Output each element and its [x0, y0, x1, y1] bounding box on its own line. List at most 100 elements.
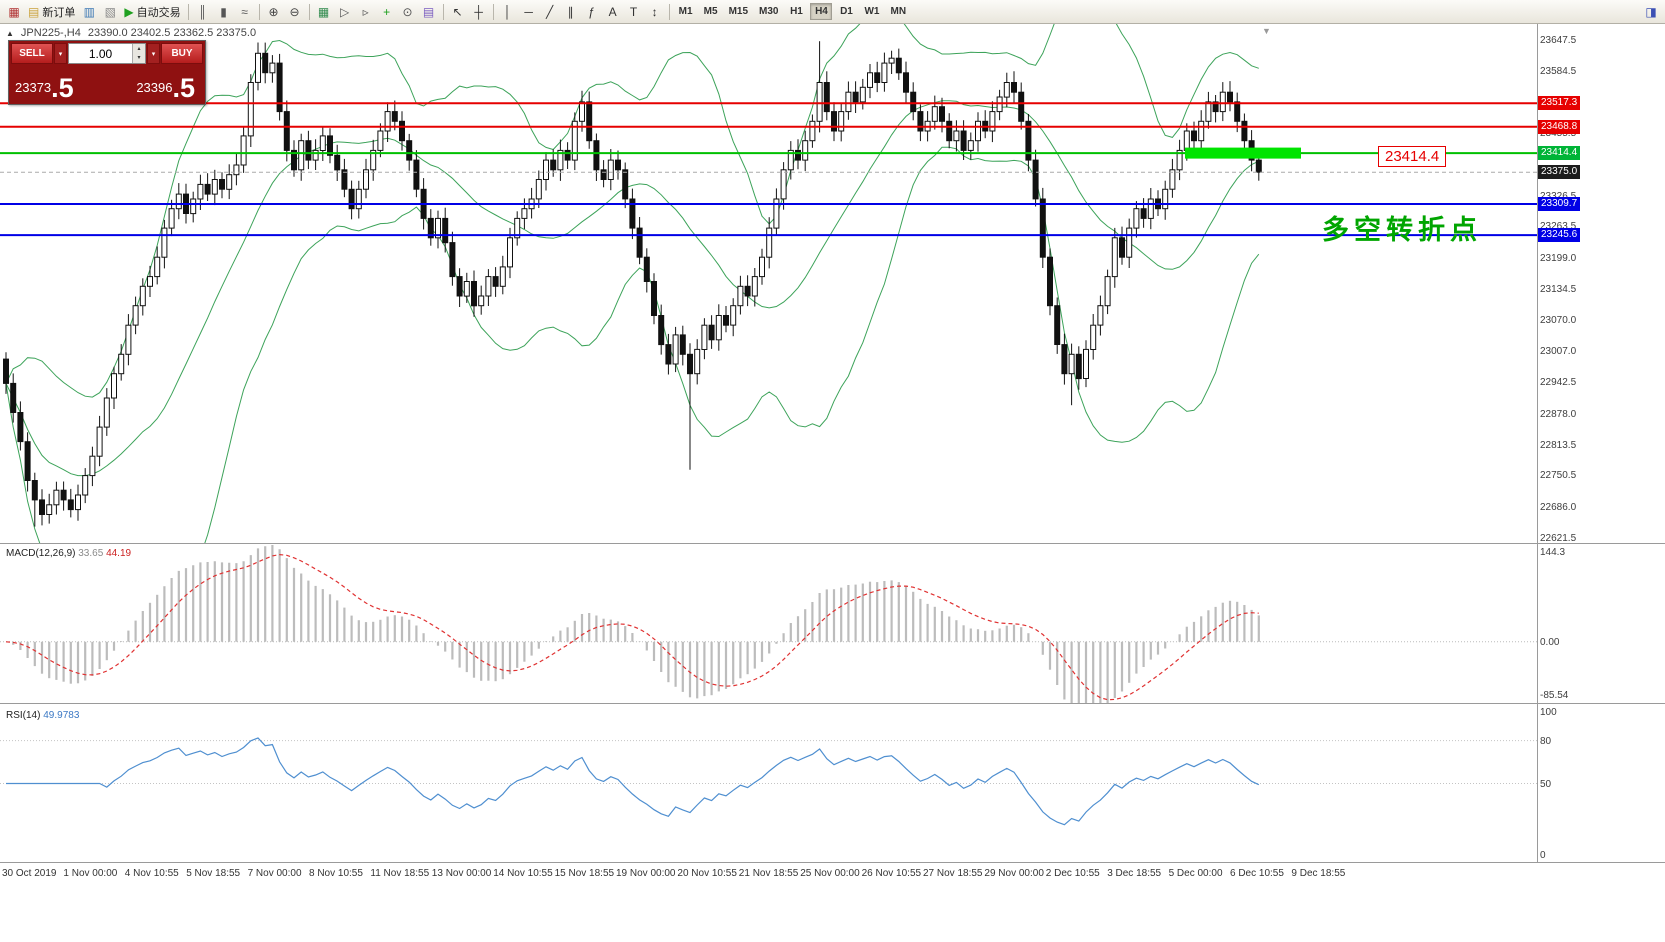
buy-button[interactable]: BUY: [161, 43, 203, 64]
crosshair-button[interactable]: ┼: [469, 2, 489, 22]
timeframe-w1-button[interactable]: W1: [860, 3, 883, 20]
label-icon: T: [629, 4, 638, 19]
time-axis-label: 3 Dec 18:55: [1107, 868, 1162, 879]
sell-price-main: 23373: [15, 80, 52, 95]
chart-window-icon: ▥: [83, 4, 96, 19]
timeframe-h1-button[interactable]: H1: [785, 3, 807, 20]
indicators-icon: +: [383, 4, 391, 19]
tile-windows-button[interactable]: ▦: [314, 2, 334, 22]
time-axis-label: 15 Nov 18:55: [554, 868, 615, 879]
cursor-button[interactable]: ↖: [448, 2, 468, 22]
time-axis-label: 14 Nov 10:55: [493, 868, 553, 879]
symbol-name: JPN225-,H4: [20, 27, 81, 39]
symbol-marker-icon: ▲: [6, 28, 14, 38]
buy-options-button[interactable]: ▾: [147, 43, 160, 64]
volume-spinner: ▴ ▾: [132, 44, 145, 63]
autotrading-icon: ▶: [124, 4, 134, 19]
time-axis-label: 25 Nov 00:00: [800, 868, 860, 879]
arrows-button[interactable]: ↕: [645, 2, 665, 22]
macd-value-signal: 44.19: [106, 548, 132, 559]
rsi-value: 49.9783: [43, 710, 80, 721]
line-chart-icon: ≈: [241, 4, 248, 19]
templates-icon: ▤: [422, 4, 435, 19]
horizontal-line-button[interactable]: ─: [519, 2, 539, 22]
text-button[interactable]: A: [603, 2, 623, 22]
highlight-band[interactable]: [1185, 147, 1301, 159]
timeframe-h4-button[interactable]: H4: [810, 3, 833, 20]
one-click-trading-panel: SELL ▾ ▴ ▾ ▾ BUY 23373.5 23396.5: [8, 40, 206, 105]
channel-button[interactable]: ∥: [561, 2, 581, 22]
time-axis-label: 29 Nov 00:00: [984, 868, 1044, 879]
rsi-indicator-label: RSI(14) 49.9783: [6, 710, 79, 721]
timeframe-m1-button[interactable]: M1: [675, 3, 697, 20]
fibonacci-button[interactable]: ƒ: [582, 2, 602, 22]
toolbar-separator: [668, 3, 670, 20]
vertical-line-button[interactable]: │: [498, 2, 518, 22]
zoom-in-button[interactable]: ⊕: [264, 2, 284, 22]
auto-scroll-button[interactable]: ▷: [335, 2, 355, 22]
chart-shift-button[interactable]: ▹: [356, 2, 376, 22]
turning-point-annotation[interactable]: 多空转折点: [1322, 215, 1482, 245]
zoom-in-icon: ⊕: [268, 4, 279, 19]
profiles-button[interactable]: ▧: [100, 2, 120, 22]
dock-button[interactable]: ◨: [1641, 2, 1661, 22]
bar-chart-button[interactable]: ║: [193, 2, 213, 22]
time-axis-label: 20 Nov 10:55: [677, 868, 737, 879]
price-annotation-box[interactable]: 23414.4: [1378, 146, 1447, 167]
tile-windows-icon: ▦: [317, 4, 330, 19]
timeframe-m30-button[interactable]: M30: [755, 3, 782, 20]
time-axis-label: 5 Nov 18:55: [186, 868, 241, 879]
time-axis-label: 6 Dec 10:55: [1230, 868, 1284, 879]
time-axis[interactable]: 30 Oct 2019 1 Nov 00:00 4 Nov 10:55 5 Nov 1…: [0, 868, 1537, 886]
arrows-icon: ↕: [651, 4, 658, 19]
timeframe-d1-button[interactable]: D1: [835, 3, 857, 20]
profiles-icon: ▧: [104, 4, 117, 19]
time-axis-label: 21 Nov 18:55: [738, 868, 799, 879]
auto-scroll-icon: ▷: [339, 4, 350, 19]
trendline-button[interactable]: ╱: [540, 2, 560, 22]
volume-up-button[interactable]: ▴: [133, 44, 145, 54]
indicators-button[interactable]: +: [377, 2, 397, 22]
price-chart[interactable]: [0, 24, 1665, 942]
periods-icon: ⊙: [402, 4, 413, 19]
chevron-down-icon: ▾: [58, 50, 63, 58]
chart-area[interactable]: 23647.5 23584.5 23455.5 23381.0 23326.5 23263…: [0, 24, 1665, 942]
autotrading-button[interactable]: ▶ 自动交易: [121, 2, 183, 22]
zoom-out-button[interactable]: ⊖: [285, 2, 305, 22]
candlestick-chart-button[interactable]: ▮: [214, 2, 234, 22]
time-axis-label: 19 Nov 00:00: [616, 868, 676, 879]
periods-button[interactable]: ⊙: [398, 2, 418, 22]
time-axis-label: 26 Nov 10:55: [861, 868, 922, 879]
macd-histogram: [12, 545, 1260, 703]
trade-panel-controls: SELL ▾ ▴ ▾ ▾ BUY: [11, 43, 203, 64]
chevron-down-icon: ▾: [151, 50, 156, 58]
sell-price[interactable]: 23373.5: [11, 64, 104, 102]
time-axis-label: 5 Dec 00:00: [1168, 868, 1223, 879]
macd-name: MACD(12,26,9): [6, 548, 76, 559]
sell-button[interactable]: SELL: [11, 43, 53, 64]
buy-price[interactable]: 23396.5: [104, 64, 203, 102]
vertical-line-icon: │: [503, 4, 512, 19]
buy-price-main: 23396: [136, 80, 173, 95]
label-button[interactable]: T: [624, 2, 644, 22]
line-chart-button[interactable]: ≈: [235, 2, 255, 22]
timeframe-m15-button[interactable]: M15: [725, 3, 752, 20]
new-order-label: 新订单: [42, 6, 76, 19]
time-axis-label: 4 Nov 10:55: [124, 868, 179, 879]
sell-options-button[interactable]: ▾: [54, 43, 67, 64]
crosshair-icon: ┼: [474, 4, 483, 19]
macd-indicator-label: MACD(12,26,9) 33.65 44.19: [6, 548, 131, 559]
new-order-button[interactable]: ▤ 新订单: [25, 2, 78, 22]
timeframe-m5-button[interactable]: M5: [700, 3, 722, 20]
text-icon: A: [608, 4, 617, 19]
candlestick-series: [3, 41, 1262, 527]
symbol-title: ▲ JPN225-,H4 23390.0 23402.5 23362.5 233…: [6, 27, 256, 39]
terminal-button[interactable]: ▦: [4, 2, 24, 22]
timeframe-mn-button[interactable]: MN: [886, 3, 910, 20]
templates-button[interactable]: ▤: [419, 2, 439, 22]
volume-down-button[interactable]: ▾: [133, 53, 145, 63]
rsi-line: [6, 737, 1260, 826]
chart-window-button[interactable]: ▥: [79, 2, 99, 22]
volume-input[interactable]: [69, 44, 132, 63]
chart-shift-marker-icon[interactable]: ▼: [1262, 26, 1271, 36]
